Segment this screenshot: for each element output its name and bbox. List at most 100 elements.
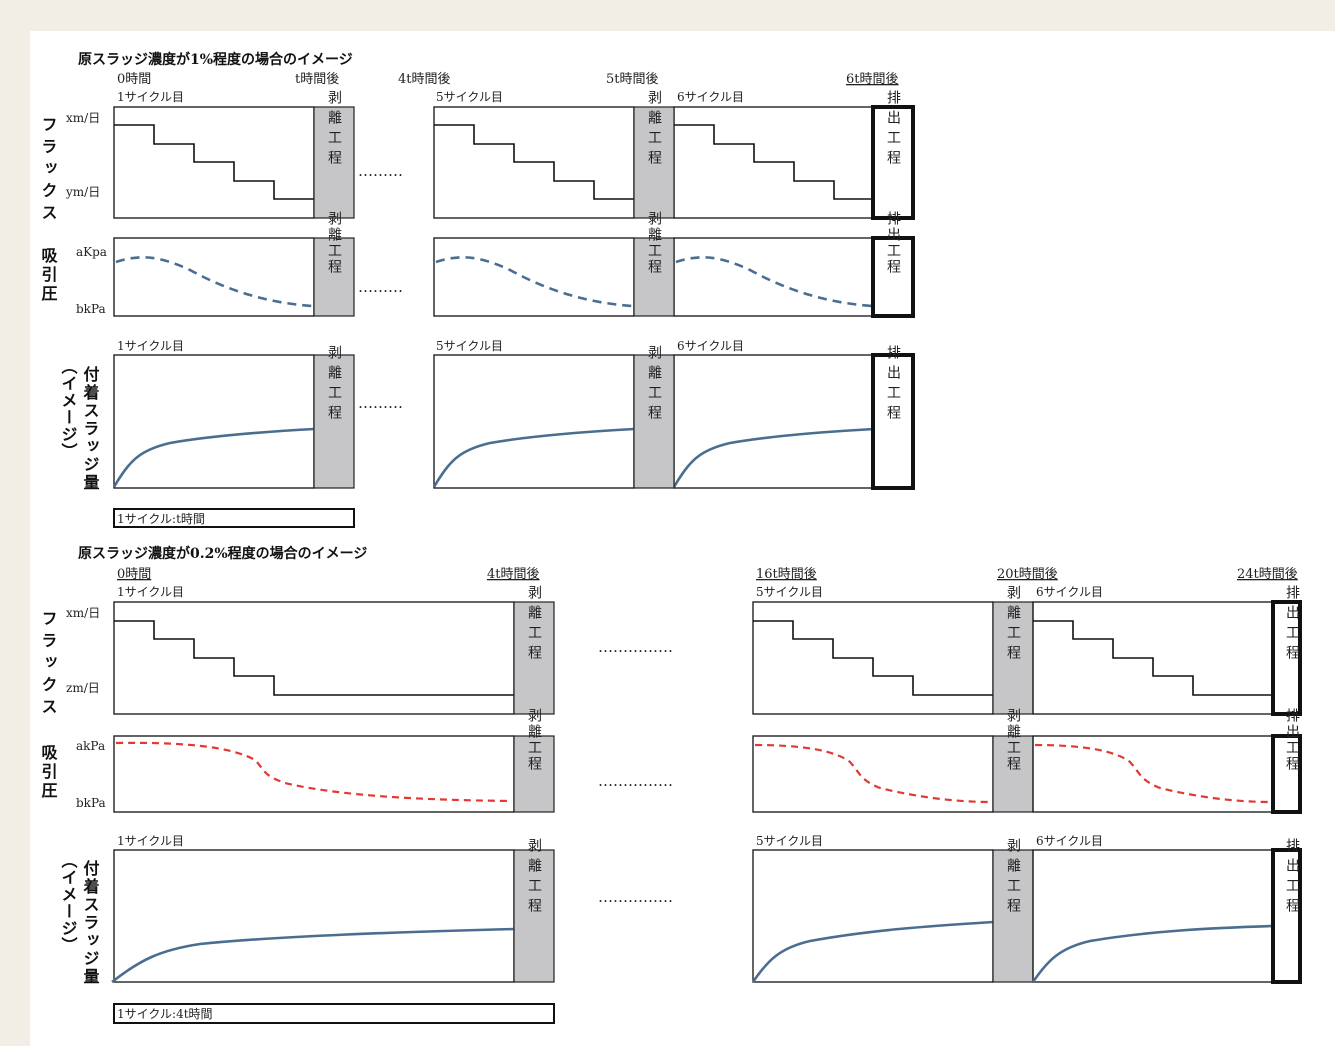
p1-suction-cycle5-curve bbox=[435, 256, 633, 308]
p1-suction-peel-1-label: 剥離工程 bbox=[326, 211, 342, 275]
p2-suction-peel-1 bbox=[513, 735, 555, 813]
p2-flux-peel-1-label: 剥離工程 bbox=[526, 585, 542, 665]
p1-flux-discharge bbox=[871, 105, 915, 220]
p1-time-4t: 4t時間後 bbox=[398, 72, 451, 87]
p2-sludge-discharge bbox=[1271, 848, 1302, 984]
p2-sludge-ellipsis: …………… bbox=[598, 888, 673, 906]
p2-sludge-peel-1-label: 剥離工程 bbox=[526, 838, 542, 918]
p2-flux-discharge-label: 排出工程 bbox=[1284, 585, 1300, 665]
p1-suction-cycle1-curve bbox=[115, 256, 313, 308]
p1-suction-peel-5 bbox=[633, 237, 675, 317]
p1-flux-peel-1-label: 剥離工程 bbox=[326, 90, 342, 170]
p2-sludge-cycle-5: 5サイクル目 bbox=[756, 834, 823, 848]
p2-sludge-peel-1 bbox=[513, 849, 555, 983]
p2-sludge-peel-5 bbox=[992, 849, 1034, 983]
p1-cycle-5: 5サイクル目 bbox=[436, 90, 503, 104]
p1-sludge-peel-5 bbox=[633, 354, 675, 489]
p2-sludge-cycle6-box bbox=[1032, 849, 1274, 983]
p1-time-5t: 5t時間後 bbox=[606, 72, 659, 87]
p1-sludge-cycle-1: 1サイクル目 bbox=[117, 339, 184, 353]
p2-sludge-cycle-1: 1サイクル目 bbox=[117, 834, 184, 848]
p1-sludge-ellipsis: ……… bbox=[358, 394, 403, 412]
p1-suction-ellipsis: ……… bbox=[358, 278, 403, 296]
diagram-canvas bbox=[30, 31, 1335, 1046]
p1-flux-cycle5-step bbox=[434, 124, 634, 200]
p1-sludge-cycle-6: 6サイクル目 bbox=[677, 339, 744, 353]
p1-sludge-cycle6-curve bbox=[672, 427, 875, 488]
p1-sludge-discharge bbox=[871, 353, 915, 490]
p1-sludge-cycle-5: 5サイクル目 bbox=[436, 339, 503, 353]
p2-suction-cycle5-curve bbox=[754, 743, 992, 804]
p2-suction-peel-1-label: 剥離工程 bbox=[526, 708, 542, 772]
p1-suction-cycle5-box bbox=[433, 237, 635, 317]
p2-flux-cycle1-step bbox=[114, 620, 514, 696]
p2-flux-ellipsis: …………… bbox=[598, 638, 673, 656]
p2-suction-low: bkPa bbox=[76, 796, 106, 810]
p1-suction-cycle6-curve bbox=[675, 256, 873, 308]
p1-sludge-peel-5-label: 剥離工程 bbox=[646, 345, 662, 425]
p1-suction-cycle6-box bbox=[673, 237, 875, 317]
p2-flux-label: フラックス bbox=[39, 610, 58, 720]
p2-flux-discharge bbox=[1271, 600, 1302, 716]
p1-time-0: 0時間 bbox=[117, 72, 151, 87]
p2-suction-peel-5 bbox=[992, 735, 1034, 813]
p2-suction-high: akPa bbox=[76, 739, 105, 753]
p2-cycle-note-box bbox=[113, 1003, 555, 1024]
panel-2: 原スラッジ濃度が0.2%程度の場合のイメージ 0時間 4t時間後 16t時間後 … bbox=[39, 545, 1302, 1024]
p2-flux-cycle5-step bbox=[753, 620, 993, 696]
p1-flux-peel-5 bbox=[633, 106, 675, 219]
p2-sludge-cycle-6: 6サイクル目 bbox=[1036, 834, 1103, 848]
p2-sludge-label: 付着スラッジ量 bbox=[81, 859, 101, 986]
p1-cycle-1: 1サイクル目 bbox=[117, 90, 184, 104]
p1-cycle-note-box bbox=[113, 508, 355, 528]
p1-suction-peel-1 bbox=[313, 237, 355, 317]
p2-suction-discharge-label: 排出工程 bbox=[1284, 708, 1300, 772]
p1-cycle-6: 6サイクル目 bbox=[677, 90, 744, 104]
p2-sludge-cycle1-curve bbox=[111, 927, 515, 984]
p1-sludge-cycle5-curve bbox=[432, 427, 635, 488]
p1-sludge-cycle1-box bbox=[113, 354, 315, 489]
p2-time-16t: 16t時間後 bbox=[756, 567, 817, 582]
p1-suction-cycle1-box bbox=[113, 237, 315, 317]
p1-flux-peel-1 bbox=[313, 106, 355, 219]
p1-flux-discharge-label: 排出工程 bbox=[885, 90, 901, 170]
p1-time-t: t時間後 bbox=[295, 72, 339, 87]
p1-sludge-discharge-label: 排出工程 bbox=[885, 345, 901, 425]
p2-flux-low: zm/日 bbox=[66, 681, 100, 695]
p1-flux-cycle1-step bbox=[114, 124, 314, 200]
p2-flux-cycle6-step bbox=[1033, 620, 1273, 696]
p2-suction-cycle1-curve bbox=[115, 741, 513, 803]
p2-time-24t: 24t時間後 bbox=[1237, 567, 1298, 582]
p2-suction-label: 吸引圧 bbox=[39, 744, 58, 801]
p1-sludge-sub: （イメージ） bbox=[59, 358, 78, 460]
p1-flux-low: ym/日 bbox=[65, 185, 100, 199]
p1-suction-label: 吸引圧 bbox=[39, 247, 58, 304]
p2-flux-peel-5-label: 剥離工程 bbox=[1005, 585, 1021, 665]
p1-sludge-cycle1-curve bbox=[112, 427, 315, 488]
p2-suction-discharge bbox=[1271, 734, 1302, 814]
p2-suction-cycle6-curve bbox=[1034, 743, 1272, 804]
p1-time-6t: 6t時間後 bbox=[846, 72, 899, 87]
p1-suction-peel-5-label: 剥離工程 bbox=[646, 211, 662, 275]
p2-sludge-peel-5-label: 剥離工程 bbox=[1005, 838, 1021, 918]
panel-2-title: 原スラッジ濃度が0.2%程度の場合のイメージ bbox=[78, 545, 367, 562]
p2-suction-peel-5-label: 剥離工程 bbox=[1005, 708, 1021, 772]
p1-sludge-cycle5-box bbox=[433, 354, 635, 489]
p2-flux-high: xm/日 bbox=[66, 606, 100, 620]
p2-sludge-sub: （イメージ） bbox=[59, 852, 78, 954]
p2-sludge-cycle6-curve bbox=[1031, 924, 1274, 983]
p1-flux-cycle6-step bbox=[674, 124, 874, 200]
panel-1-title: 原スラッジ濃度が1%程度の場合のイメージ bbox=[78, 51, 353, 68]
p1-suction-high: aKpa bbox=[76, 245, 107, 259]
p1-sludge-label: 付着スラッジ量 bbox=[81, 365, 101, 492]
p2-suction-ellipsis: …………… bbox=[598, 772, 673, 790]
p1-suction-discharge bbox=[871, 236, 915, 318]
p2-sludge-cycle5-box bbox=[752, 849, 994, 983]
panel-1: 原スラッジ濃度が1%程度の場合のイメージ 0時間 t時間後 4t時間後 5t時間… bbox=[39, 51, 915, 528]
p1-flux-peel-5-label: 剥離工程 bbox=[646, 90, 662, 170]
p2-sludge-discharge-label: 排出工程 bbox=[1284, 838, 1300, 918]
p1-suction-low: bkPa bbox=[76, 302, 106, 316]
p2-cycle-note: 1サイクル:4t時間 bbox=[117, 1007, 213, 1021]
